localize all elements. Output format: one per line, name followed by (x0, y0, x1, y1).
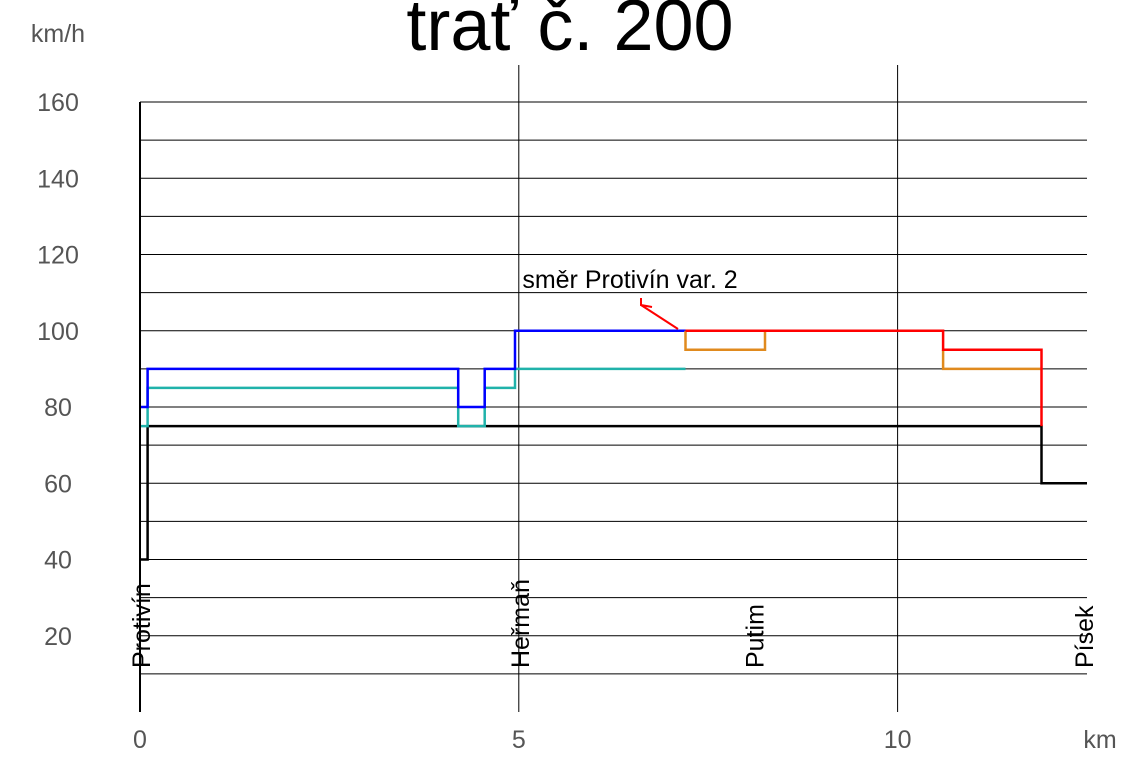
speed-series-line (140, 424, 1087, 561)
speed-series (140, 329, 1087, 561)
station-label: Putim (742, 604, 770, 668)
station-labels: Protivín Heřmaň Putim Písek (128, 579, 1099, 668)
x-axis-unit-label: km (1083, 726, 1116, 754)
speed-series-line (684, 330, 767, 352)
speed-series-line (140, 367, 686, 428)
speed-series-line (140, 329, 686, 409)
chart-title: trať č. 200 (406, 0, 733, 66)
y-axis-unit-label: km/h (31, 20, 85, 48)
annotation-label: směr Protivín var. 2 (522, 266, 737, 294)
x-tick-label: 5 (512, 726, 526, 754)
direction-annotation: směr Protivín var. 2 (522, 266, 738, 330)
y-tick-label: 40 (44, 547, 72, 575)
station-label: Protivín (128, 583, 156, 668)
y-tick-label: 140 (37, 165, 79, 193)
y-tick-label: 160 (37, 89, 79, 117)
x-tick-label: 0 (133, 726, 147, 754)
x-tick-labels: 0 5 10 (133, 726, 911, 754)
annotation-arrow-shaft (640, 304, 679, 330)
vertical-gridlines (518, 65, 899, 712)
annotation-arrow-head (640, 298, 653, 308)
station-label: Písek (1071, 605, 1099, 668)
speed-series-line (941, 349, 1042, 371)
y-tick-label: 100 (37, 318, 79, 346)
x-tick-label: 10 (884, 726, 912, 754)
y-tick-label: 60 (44, 470, 72, 498)
y-tick-label: 80 (44, 394, 72, 422)
station-label: Heřmaň (507, 579, 535, 668)
horizontal-gridlines (140, 101, 1087, 675)
y-tick-label: 120 (37, 242, 79, 270)
y-tick-labels: 20 40 60 80 100 120 140 160 (37, 89, 79, 651)
speed-series-line (685, 329, 1043, 427)
y-tick-label: 20 (44, 623, 72, 651)
